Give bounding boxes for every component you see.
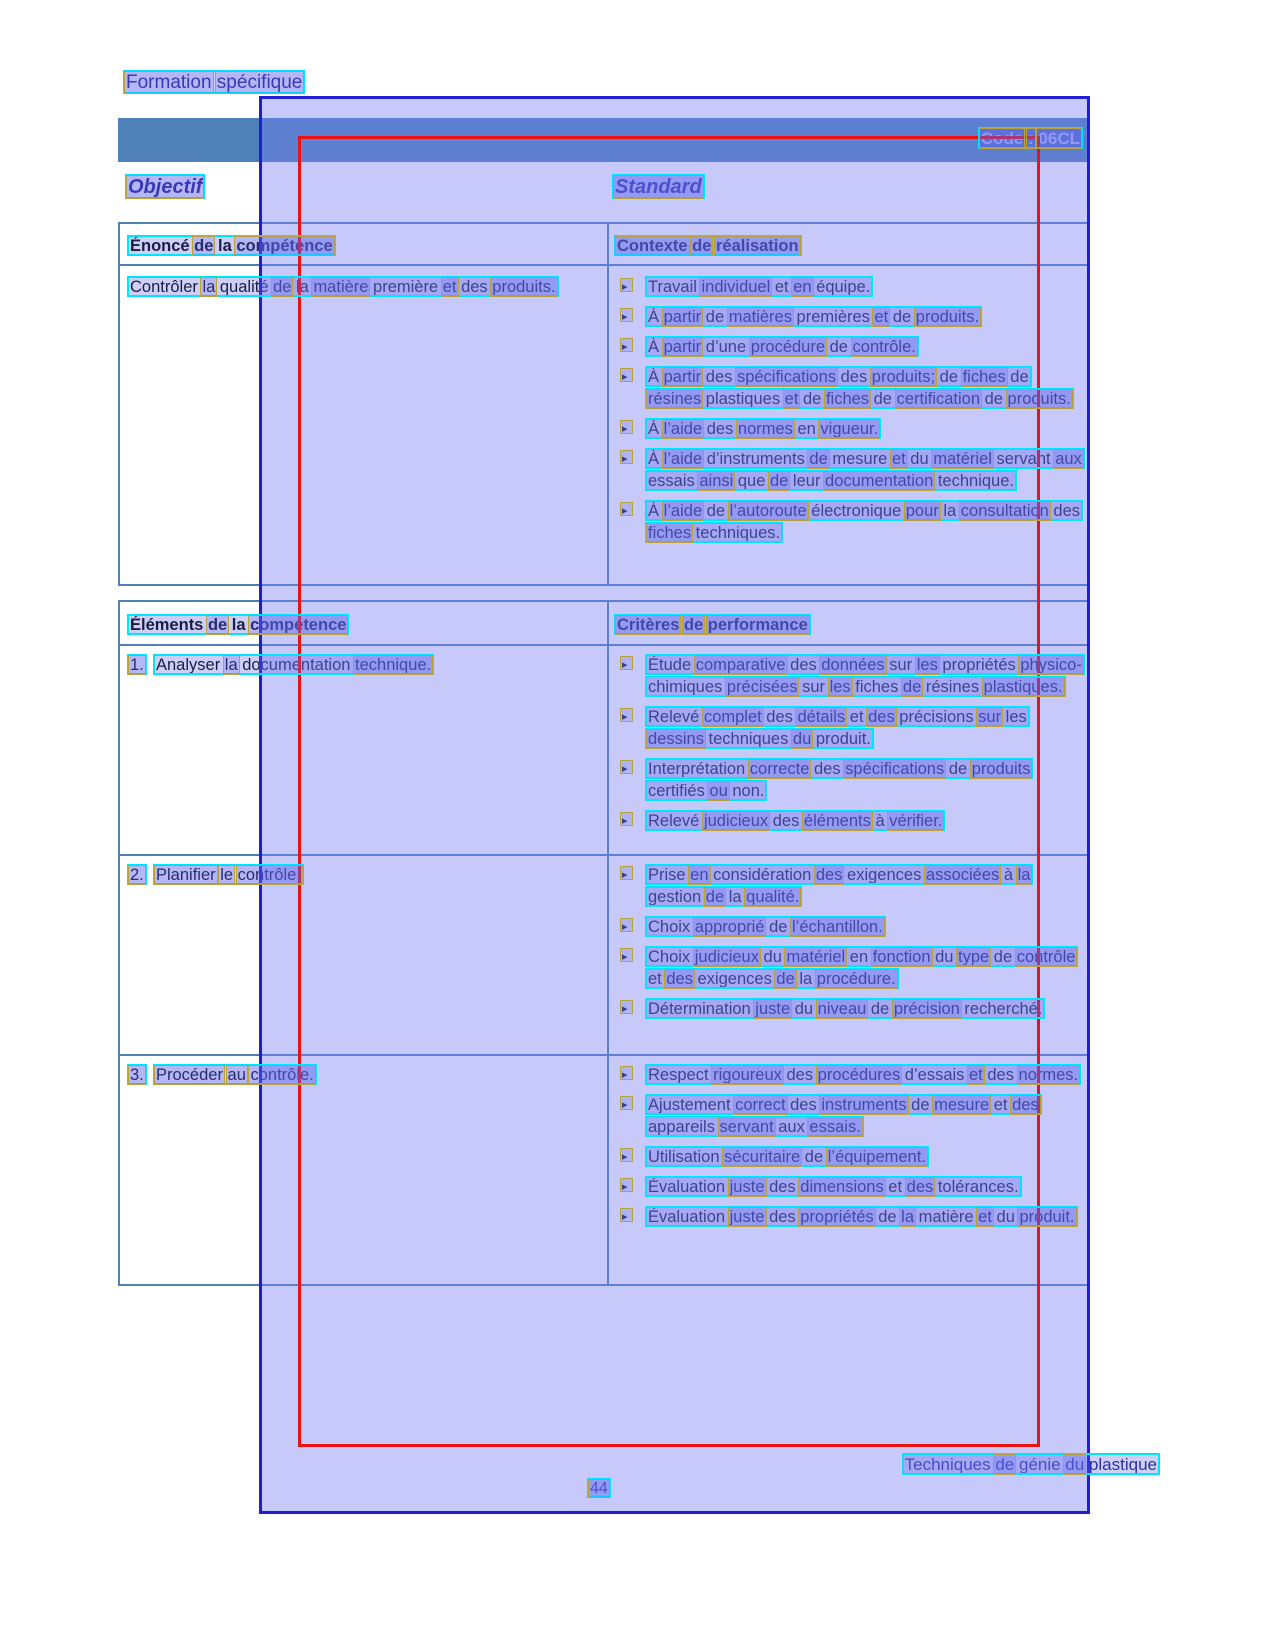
element-number: 3.	[130, 1066, 144, 1084]
competence-elements-header: Éléments de la compétence	[130, 616, 347, 634]
criteria-bullet-item: ▸ Choix judicieux du matériel en fonction…	[612, 946, 1082, 990]
competence-table: Énoncé de la compétence Contexte de réal…	[118, 222, 1090, 586]
criteria-bullet-text: Détermination juste du niveau de précisi…	[648, 1000, 1043, 1018]
bullet-icon: ▸	[622, 423, 628, 435]
bullet-icon: ▸	[622, 1003, 628, 1015]
criteria-bullet-item: ▸ Étude comparative des données sur les p…	[612, 654, 1082, 698]
criteria-bullet-text: Évaluation juste des dimensions et des t…	[648, 1178, 1019, 1196]
bullet-icon: ▸	[622, 1151, 628, 1163]
element-number: 2.	[130, 866, 144, 884]
criteria-bullet-text: Choix approprié de l’échantillon.	[648, 918, 883, 936]
objective-code: Code : 06CL	[980, 129, 1080, 148]
table-row-divider	[120, 854, 1088, 856]
performance-criteria-list: ▸ Respect rigoureux des procédures d’essa…	[612, 1064, 1082, 1236]
criteria-bullet-item: ▸ Détermination juste du niveau de précis…	[612, 998, 1082, 1020]
realisation-context-list: ▸ Travail individuel et en équipe. ▸ À part…	[612, 276, 1082, 552]
criteria-bullet-text: Interprétation correcte des spécificatio…	[648, 760, 1031, 800]
footer-program-name: Techniques de génie du plastique	[904, 1455, 1157, 1474]
bullet-icon: ▸	[622, 1181, 628, 1193]
bullet-icon: ▸	[622, 815, 628, 827]
bullet-icon: ▸	[622, 659, 628, 671]
context-bullet-text: À partir d’une procédure de contrôle.	[648, 338, 916, 356]
bullet-icon: ▸	[622, 1099, 628, 1111]
footer-page-number: 44	[590, 1480, 608, 1497]
criteria-bullet-text: Relevé judicieux des éléments à vérifier…	[648, 812, 943, 830]
element-text: Procéder au contrôle.	[156, 1066, 314, 1084]
context-bullet-item: ▸ Travail individuel et en équipe.	[612, 276, 1082, 298]
objectif-standard-row: Objectif Standard	[118, 176, 1090, 212]
bullet-icon: ▸	[622, 1069, 628, 1081]
bullet-icon: ▸	[622, 921, 628, 933]
table-column-divider	[607, 602, 609, 1284]
context-bullet-item: ▸ À partir de matières premières et de pr…	[612, 306, 1082, 328]
context-bullet-text: Travail individuel et en équipe.	[648, 278, 871, 296]
program-section-label: Formation spécifique	[126, 72, 303, 93]
criteria-bullet-item: ▸ Relevé judicieux des éléments à vérifie…	[612, 810, 1082, 832]
bullet-icon: ▸	[622, 505, 628, 517]
bullet-icon: ▸	[622, 951, 628, 963]
criteria-bullet-text: Respect rigoureux des procédures d’essai…	[648, 1066, 1079, 1084]
criteria-bullet-item: ▸ Ajustement correct des instruments de m…	[612, 1094, 1082, 1138]
bullet-icon: ▸	[622, 311, 628, 323]
context-bullet-text: À l’aide d’instruments de mesure et du m…	[648, 450, 1082, 490]
criteria-bullet-text: Utilisation sécuritaire de l’équipement.	[648, 1148, 926, 1166]
context-bullet-item: ▸ À l’aide des normes en vigueur.	[612, 418, 1082, 440]
objectif-heading: Objectif	[128, 176, 203, 198]
bullet-icon: ▸	[622, 453, 628, 465]
bullet-icon: ▸	[622, 1211, 628, 1223]
criteria-bullet-text: Ajustement correct des instruments de me…	[648, 1096, 1039, 1136]
criteria-bullet-item: ▸ Évaluation juste des propriétés de la m…	[612, 1206, 1082, 1228]
bullet-icon: ▸	[622, 371, 628, 383]
bullet-icon: ▸	[622, 869, 628, 881]
context-bullet-text: À partir de matières premières et de pro…	[648, 308, 980, 326]
elements-table: Éléments de la compétence Critères de pe…	[118, 600, 1090, 1286]
context-bullet-item: ▸ À partir des spécifications des produit…	[612, 366, 1082, 410]
criteria-bullet-item: ▸ Utilisation sécuritaire de l’équipement…	[612, 1146, 1082, 1168]
context-bullet-text: À l’aide de l’autoroute électronique pou…	[648, 502, 1081, 542]
context-bullet-item: ▸ À l’aide d’instruments de mesure et du …	[612, 448, 1082, 492]
element-text: Analyser la documentation technique.	[156, 656, 432, 674]
criteria-bullet-item: ▸ Prise en considération des exigences as…	[612, 864, 1082, 908]
performance-criteria-list: ▸ Prise en considération des exigences as…	[612, 864, 1082, 1028]
criteria-bullet-item: ▸ Évaluation juste des dimensions et des …	[612, 1176, 1082, 1198]
objective-code-banner: Code : 06CL	[118, 118, 1090, 162]
realisation-context-header: Contexte de réalisation	[617, 237, 799, 255]
context-bullet-text: À partir des spécifications des produits…	[648, 368, 1071, 408]
context-bullet-item: ▸ À l’aide de l’autoroute électronique po…	[612, 500, 1082, 544]
table-header-divider	[120, 264, 1088, 266]
context-bullet-item: ▸ À partir d’une procédure de contrôle.	[612, 336, 1082, 358]
bullet-icon: ▸	[622, 341, 628, 353]
performance-criteria-header: Critères de performance	[617, 616, 808, 634]
standard-heading: Standard	[615, 176, 702, 198]
performance-criteria-list: ▸ Étude comparative des données sur les p…	[612, 654, 1082, 840]
criteria-bullet-item: ▸ Interprétation correcte des spécificati…	[612, 758, 1082, 802]
table-row-divider	[120, 1054, 1088, 1056]
table-column-divider	[607, 224, 609, 584]
competence-statement-text: Contrôler la qualité de la matière premi…	[130, 278, 556, 296]
criteria-bullet-text: Étude comparative des données sur les pr…	[648, 656, 1082, 696]
bullet-icon: ▸	[622, 281, 628, 293]
context-bullet-text: À l’aide des normes en vigueur.	[648, 420, 879, 438]
criteria-bullet-item: ▸ Respect rigoureux des procédures d’essa…	[612, 1064, 1082, 1086]
criteria-bullet-text: Prise en considération des exigences ass…	[648, 866, 1031, 906]
criteria-bullet-text: Relevé complet des détails et des précis…	[648, 708, 1027, 748]
competence-statement-header: Énoncé de la compétence	[130, 237, 333, 255]
element-number: 1.	[130, 656, 144, 674]
criteria-bullet-text: Choix judicieux du matériel en fonction …	[648, 948, 1076, 988]
element-row-label: 2. Planifier le contrôle.	[130, 864, 590, 886]
table-header-divider	[120, 644, 1088, 646]
bullet-icon: ▸	[622, 711, 628, 723]
element-row-label: 1. Analyser la documentation technique.	[130, 654, 590, 676]
criteria-bullet-text: Évaluation juste des propriétés de la ma…	[648, 1208, 1075, 1226]
element-row-label: 3. Procéder au contrôle.	[130, 1064, 590, 1086]
element-text: Planifier le contrôle.	[156, 866, 301, 884]
criteria-bullet-item: ▸ Choix approprié de l’échantillon.	[612, 916, 1082, 938]
criteria-bullet-item: ▸ Relevé complet des détails et des préci…	[612, 706, 1082, 750]
bullet-icon: ▸	[622, 763, 628, 775]
